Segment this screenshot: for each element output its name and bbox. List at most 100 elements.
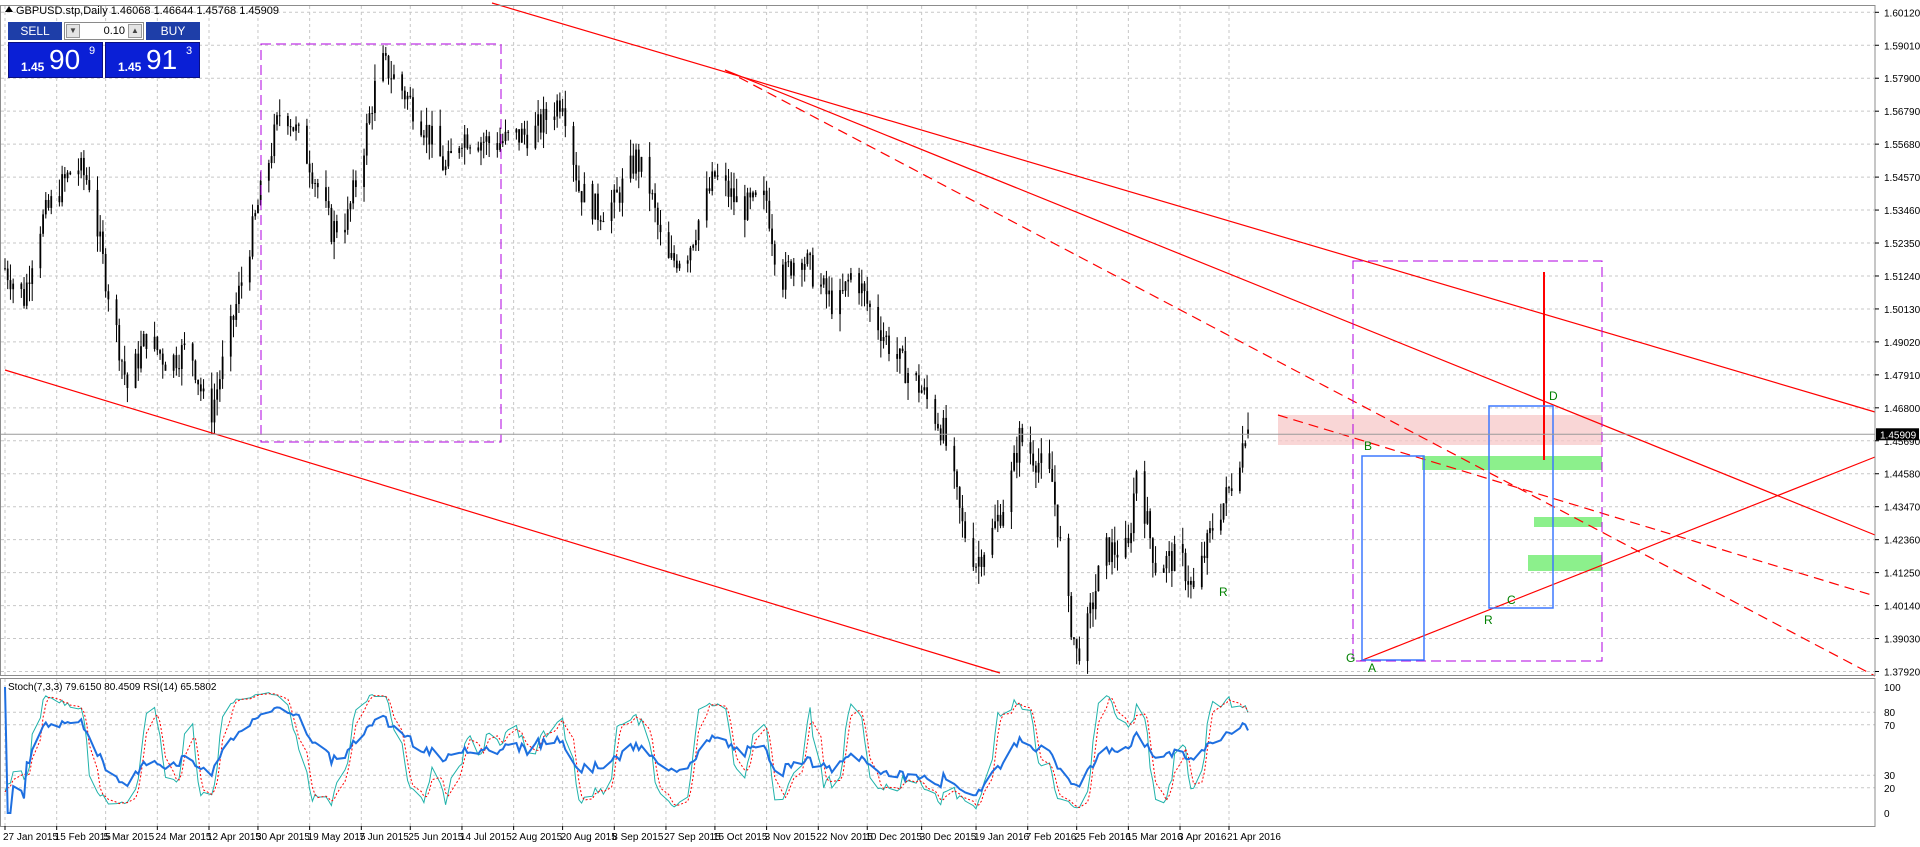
candle-body [670,253,673,258]
candle-body [501,141,504,144]
candle-body [844,281,847,291]
candle-body [82,157,85,176]
candle-body [183,343,186,346]
candle-body [409,95,412,98]
pattern-label: G [1346,651,1355,665]
candle-body [515,129,518,133]
candle-body [238,285,240,305]
candle-body [994,521,996,528]
candle-body [107,291,110,300]
candle-body [352,180,355,204]
sell-button[interactable]: SELL [8,22,62,40]
y-axis-label: 1.49020 [1884,338,1920,349]
candle-body [1192,580,1195,588]
lot-size-input[interactable] [81,24,125,38]
candle-body [711,171,714,192]
dashed-box-right [1352,260,1603,662]
lot-increase-icon[interactable]: ▲ [128,24,142,38]
candle-body [801,262,803,270]
candle-body [898,348,901,359]
candle-body [689,247,692,261]
candle-body [773,244,776,265]
indicator-axis-label: 20 [1884,784,1896,795]
candle-body [80,157,83,171]
candle-body [311,172,314,184]
y-axis-label: 1.40140 [1884,602,1920,613]
buy-button[interactable]: BUY [146,22,200,40]
candle-body [1059,537,1062,539]
pattern-box-2 [1488,405,1554,609]
candle-body [754,192,757,196]
buy-quote-fraction: 3 [186,45,193,57]
y-axis-label: 1.51240 [1884,272,1920,283]
rising-support-line [1359,456,1876,662]
candle-body [270,156,273,164]
sell-quote[interactable]: 1.45 90 9 [8,42,103,78]
candle-body [599,219,602,222]
lot-decrease-icon[interactable]: ▼ [66,24,80,38]
candle-body [520,128,523,143]
candle-body [371,113,374,115]
indicator-panel-frame [0,678,1876,827]
buy-quote[interactable]: 1.45 91 3 [105,42,200,78]
candle-body [202,388,205,392]
candle-body [1228,487,1230,489]
pattern-label: R [1219,585,1228,599]
candle-body [235,304,238,320]
candle-body [161,353,164,365]
candle-body [444,166,447,170]
indicator-title: Stoch(7,3,3) 79.6150 80.4509 RSI(14) 65.… [8,682,217,693]
x-axis-label: 14 Jul 2015 [460,832,512,843]
lot-size-field[interactable]: ▼ ▲ [64,22,144,40]
candle-body [374,80,376,114]
candle-body [393,74,395,79]
candle-body [806,253,809,265]
candle-body [248,256,251,283]
sell-quote-prefix: 1.45 [21,60,45,74]
candle-body [692,245,695,248]
candle-body [820,284,822,287]
candle-body [504,131,507,142]
candle-body [58,196,61,203]
candle-body [1070,595,1073,638]
candle-body [450,151,452,154]
stoch-signal-line [4,693,1249,809]
candle-body [28,282,31,284]
candle-body [803,264,806,270]
candle-body [578,180,580,192]
candle-body [254,213,257,217]
candle-body [23,289,25,306]
candle-body [830,290,833,315]
candle-body [828,290,831,295]
indicator-axis-label: 100 [1884,683,1901,694]
candle-body [403,90,406,100]
candle-body [841,290,844,292]
candle-body [295,124,297,131]
price-panel-frame [0,5,1876,676]
candle-body [1173,543,1176,571]
candle-body [667,232,670,258]
x-axis-label: 3 Nov 2015 [765,832,817,843]
indicator-lines [4,686,1249,814]
price-grid [1,6,1875,675]
candlestick-series [4,45,1249,674]
candle-body [1113,542,1116,555]
candle-body [1040,453,1043,463]
dashed-trendline-1 [724,69,1876,677]
candle-body [958,487,961,508]
candle-body [877,306,880,331]
candle-body [1209,528,1211,534]
candle-body [1184,552,1187,582]
candle-body [572,126,575,165]
candle-body [102,231,104,254]
pattern-label: C [1507,593,1516,607]
candle-body [539,114,542,133]
candle-body [850,273,852,280]
x-axis-label: 15 Feb 2015 [55,832,112,843]
candle-body [1238,467,1241,492]
dashed-box-left [260,43,502,443]
candle-body [50,196,53,208]
candle-body [387,55,390,79]
candle-body [485,136,488,142]
candle-body [825,278,828,295]
